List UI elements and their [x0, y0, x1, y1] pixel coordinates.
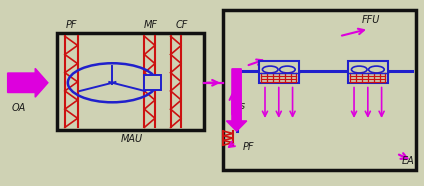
Text: s: s [240, 101, 245, 111]
Text: PF: PF [65, 20, 77, 30]
Text: CF: CF [277, 72, 290, 82]
Bar [145, 75, 161, 90]
Text: PF: PF [242, 142, 254, 152]
Bar [223, 10, 416, 170]
Text: CF: CF [175, 20, 188, 30]
Text: EA: EA [402, 156, 415, 166]
Text: MAU: MAU [120, 134, 142, 145]
Text: FFU: FFU [362, 15, 380, 25]
Text: MF: MF [143, 20, 158, 30]
Bar [348, 61, 388, 83]
FancyArrow shape [8, 68, 48, 97]
Bar [259, 61, 299, 83]
FancyArrow shape [226, 69, 247, 131]
Text: OA: OA [12, 103, 26, 113]
Bar [57, 33, 204, 130]
